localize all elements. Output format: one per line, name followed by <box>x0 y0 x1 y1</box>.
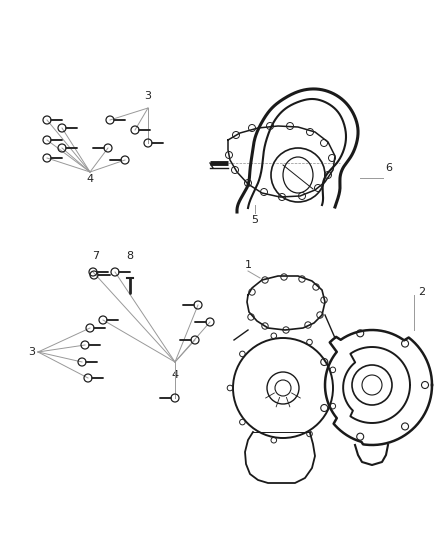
Text: 3: 3 <box>145 91 152 101</box>
Text: 4: 4 <box>171 370 179 380</box>
Text: 6: 6 <box>385 163 392 173</box>
Text: 7: 7 <box>92 251 99 261</box>
Text: 5: 5 <box>251 215 258 225</box>
Text: 1: 1 <box>244 260 251 270</box>
Text: 4: 4 <box>86 174 94 184</box>
Text: 8: 8 <box>127 251 134 261</box>
Text: 2: 2 <box>418 287 425 297</box>
Text: 3: 3 <box>28 347 35 357</box>
